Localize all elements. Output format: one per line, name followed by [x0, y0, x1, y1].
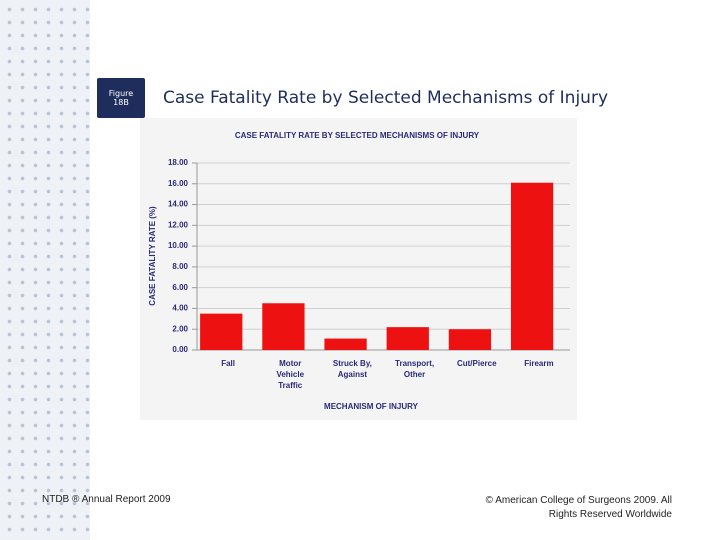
figure-badge: Figure 18B	[97, 78, 145, 118]
badge-line: Figure	[108, 89, 134, 98]
y-tick-label: 16.00	[168, 179, 189, 188]
y-axis-title: CASE FATALITY RATE (%)	[148, 206, 157, 306]
footer-right: © American College of Surgeons 2009. All…	[486, 494, 672, 522]
y-tick-label: 2.00	[172, 324, 188, 333]
badge-line: 18B	[113, 98, 129, 107]
x-tick-label: Transport, Other	[395, 359, 434, 379]
x-tick-line: Against	[338, 370, 368, 379]
x-tick-label: Motor Vehicle Traffic	[276, 359, 304, 390]
x-tick-label: Cut/Pierce	[457, 359, 497, 368]
y-tick-label: 14.00	[168, 200, 189, 209]
decor-strip	[0, 0, 90, 540]
x-tick-line: Cut/Pierce	[457, 359, 497, 368]
bar	[262, 303, 305, 350]
bar	[510, 182, 554, 350]
chart-title: CASE FATALITY RATE BY SELECTED MECHANISM…	[235, 131, 480, 140]
x-tick-line: Traffic	[278, 381, 303, 390]
chart-background	[140, 118, 577, 420]
footer-line: © American College of Surgeons 2009. All	[485, 495, 672, 506]
x-tick-label: Fall	[221, 359, 235, 368]
x-tick-line: Fall	[221, 359, 235, 368]
x-tick-line: Vehicle	[276, 370, 304, 379]
bar	[324, 338, 367, 350]
footer-line: Rights Reserved Worldwide	[548, 509, 672, 520]
slide-title: Case Fatality Rate by Selected Mechanism…	[163, 88, 609, 108]
y-tick-label: 18.00	[168, 158, 189, 167]
x-tick-line: Firearm	[524, 359, 553, 368]
x-tick-label: Firearm	[524, 359, 553, 368]
footer-left: NTDB ® Annual Report 2009	[42, 494, 171, 505]
x-axis-title: MECHANISM OF INJURY	[324, 402, 419, 411]
x-tick-line: Other	[404, 370, 425, 379]
y-tick-label: 6.00	[172, 283, 188, 292]
x-tick-line: Struck By,	[333, 359, 372, 368]
y-tick-label: 10.00	[168, 241, 189, 250]
y-tick-label: 0.00	[172, 345, 188, 354]
bar	[448, 329, 492, 350]
bar	[200, 313, 243, 350]
y-tick-label: 12.00	[168, 220, 189, 229]
bar	[386, 327, 429, 350]
x-tick-label: Struck By, Against	[333, 359, 372, 379]
y-tick-label: 4.00	[172, 304, 188, 313]
x-tick-line: Transport,	[395, 359, 434, 368]
y-tick-label: 8.00	[172, 262, 188, 271]
x-tick-line: Motor	[279, 359, 301, 368]
